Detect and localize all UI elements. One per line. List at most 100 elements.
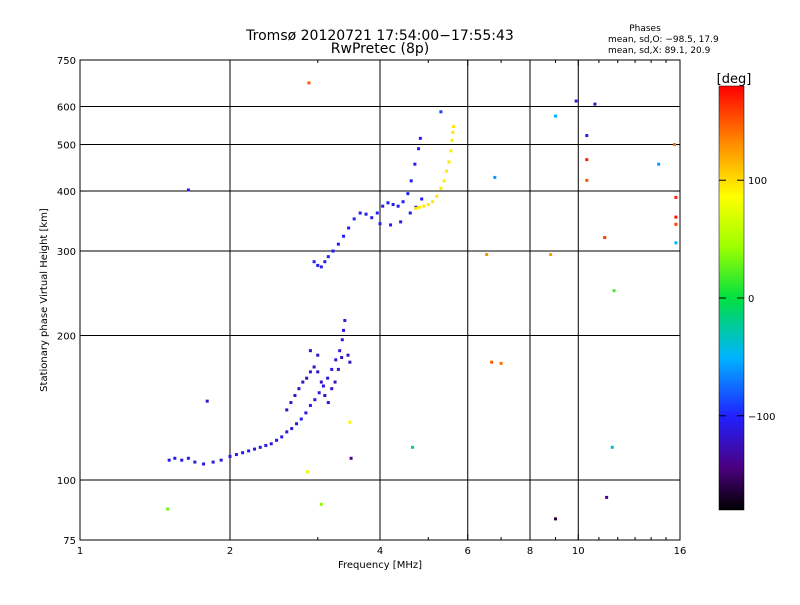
data-point: [439, 186, 443, 190]
data-point: [167, 458, 171, 462]
y-tick-label: 600: [57, 103, 76, 114]
data-point: [308, 370, 312, 374]
data-point: [358, 211, 362, 215]
data-point: [228, 454, 232, 458]
data-point: [349, 456, 353, 460]
data-point: [326, 376, 330, 380]
data-point: [301, 380, 305, 384]
data-point: [342, 328, 346, 332]
x-tick-label: 2: [227, 546, 233, 557]
data-point: [316, 370, 320, 374]
data-point: [346, 353, 350, 357]
phases-title: Phases: [629, 24, 661, 34]
data-point: [364, 212, 368, 216]
data-point: [370, 216, 374, 220]
data-point: [585, 178, 589, 182]
data-point: [333, 380, 337, 384]
data-point: [605, 495, 609, 499]
data-point: [603, 236, 607, 240]
plot-frame: [79, 59, 681, 541]
data-point: [299, 417, 303, 421]
data-point: [323, 260, 327, 264]
y-tick-label: 100: [57, 476, 76, 487]
data-point: [414, 206, 418, 210]
y-tick-label: 200: [57, 332, 76, 343]
data-point: [396, 204, 400, 208]
data-point: [326, 255, 330, 259]
data-point: [418, 136, 422, 140]
data-point: [330, 367, 334, 371]
data-point: [674, 195, 678, 199]
phases-mean-o: mean, sd,O: −98.5, 17.9: [608, 35, 719, 45]
data-point: [381, 204, 385, 208]
data-point: [313, 398, 317, 402]
y-tick-label: 750: [57, 56, 76, 67]
data-point: [180, 458, 184, 462]
data-point: [408, 211, 412, 215]
data-point: [391, 202, 395, 206]
data-point: [348, 360, 352, 364]
data-point: [452, 125, 456, 129]
data-point: [574, 99, 578, 103]
data-point: [401, 200, 405, 204]
x-tick-label: 8: [527, 546, 533, 557]
data-point: [319, 265, 323, 269]
data-point: [285, 430, 289, 434]
y-axis-label: Stationary phase Virtual Height [km]: [39, 208, 50, 392]
data-point: [493, 175, 497, 179]
data-point: [426, 202, 430, 206]
data-point: [445, 169, 449, 173]
data-point: [186, 188, 190, 192]
data-point: [304, 411, 308, 415]
data-point: [308, 403, 312, 407]
data-point: [435, 194, 439, 198]
data-point: [674, 241, 678, 245]
x-tick-label: 4: [377, 546, 383, 557]
data-point: [553, 114, 557, 118]
data-point: [375, 211, 379, 215]
data-point: [293, 394, 297, 398]
data-point: [657, 162, 661, 166]
data-points: [166, 81, 678, 521]
data-point: [193, 460, 197, 464]
data-point: [352, 217, 356, 221]
data-point: [673, 143, 677, 147]
data-point: [612, 289, 616, 293]
x-tick-label: 16: [674, 546, 687, 557]
data-point: [417, 147, 421, 151]
data-point: [348, 420, 352, 424]
data-point: [305, 470, 309, 474]
x-tick-label: 10: [572, 546, 585, 557]
data-point: [593, 102, 597, 106]
data-point: [347, 226, 351, 230]
data-point: [338, 349, 342, 353]
chart-title: Tromsø 20120721 17:54:00−17:55:43: [245, 28, 514, 44]
data-point: [166, 507, 170, 511]
data-point: [202, 462, 206, 466]
data-point: [439, 110, 443, 114]
data-point: [553, 517, 557, 521]
data-point: [269, 442, 273, 446]
phases-mean-x: mean, sd,X: 89.1, 20.9: [608, 46, 711, 56]
data-point: [323, 394, 327, 398]
data-point: [330, 387, 334, 391]
data-point: [610, 445, 614, 449]
data-point: [674, 222, 678, 226]
data-point: [451, 130, 455, 134]
data-point: [420, 197, 424, 201]
data-point: [447, 160, 451, 164]
colorbar-ticks: 100 0 −100: [719, 176, 775, 423]
data-point: [312, 260, 316, 264]
data-point: [308, 349, 312, 353]
data-point: [316, 263, 320, 267]
data-point: [585, 134, 589, 138]
data-point: [490, 360, 494, 364]
data-point: [342, 234, 346, 238]
y-tick-label: 500: [57, 141, 76, 152]
data-point: [234, 453, 238, 457]
data-point: [406, 192, 410, 196]
data-point: [336, 367, 340, 371]
data-point: [585, 158, 589, 162]
